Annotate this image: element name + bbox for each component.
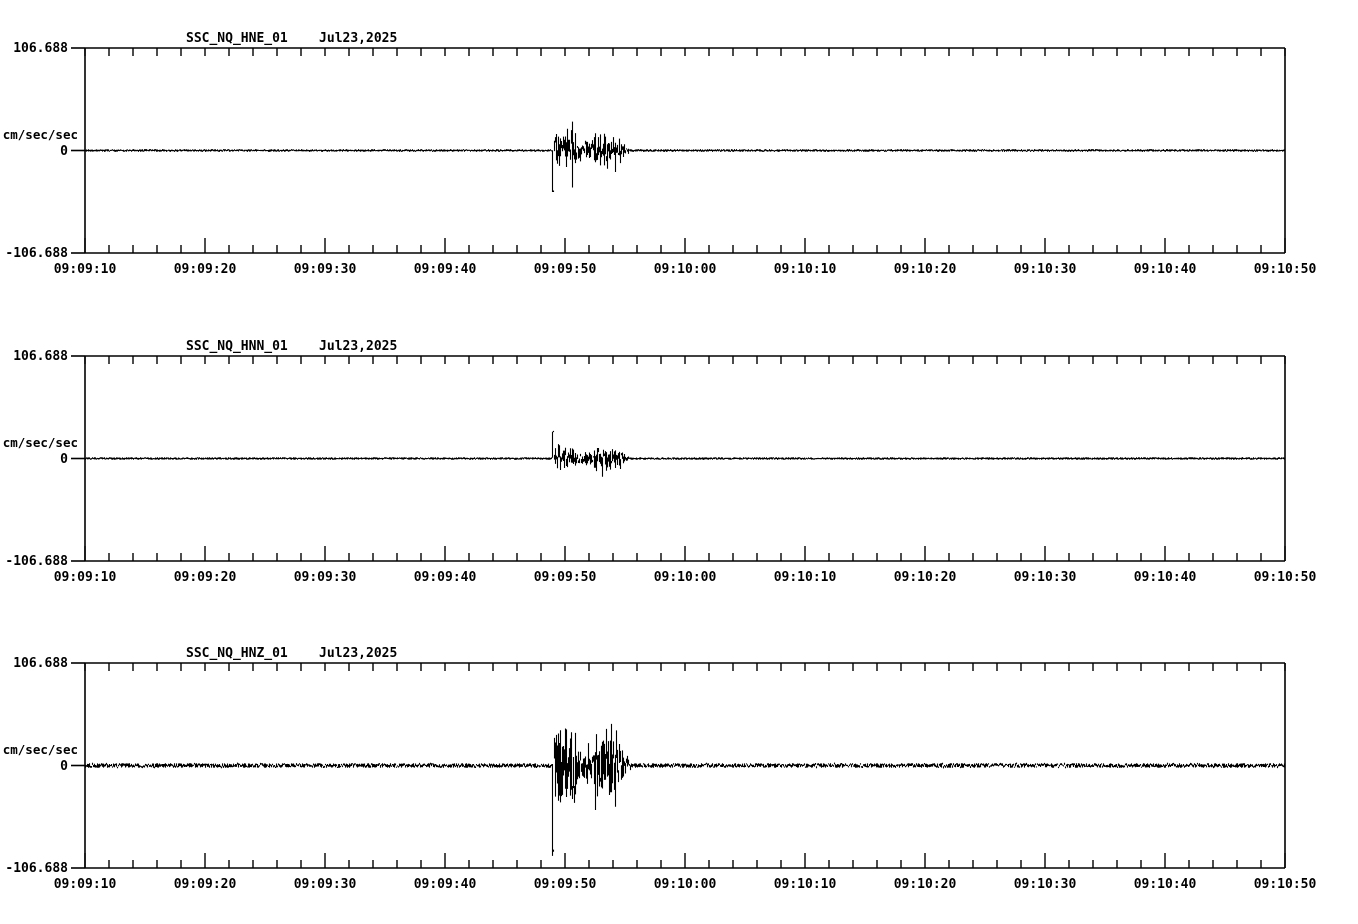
y-axis-max-label: 106.688 [13, 349, 68, 364]
x-axis-tick-label: 09:10:40 [1133, 570, 1197, 585]
x-axis-tick-label: 09:09:30 [293, 262, 357, 277]
x-axis-tick-label: 09:09:30 [293, 570, 357, 585]
x-axis-tick-label: 09:10:00 [653, 877, 717, 892]
waveform-trace [84, 430, 1286, 477]
x-axis-tick-label: 09:09:20 [173, 877, 237, 892]
y-axis-unit-label: cm/sec/sec [2, 434, 78, 450]
panel-title: SSC_NQ_HNN_01 Jul23,2025 [186, 339, 398, 354]
x-axis-tick-label: 09:10:30 [1013, 877, 1077, 892]
panel-plot-area [71, 662, 1286, 869]
x-axis-tick-label: 09:10:40 [1133, 877, 1197, 892]
x-axis-tick-label: 09:09:40 [413, 262, 477, 277]
x-axis-tick-label: 09:10:50 [1253, 570, 1317, 585]
seismogram-panel: SSC_NQ_HNN_01 Jul23,2025 106.688 cm/sec/se… [0, 339, 1358, 585]
x-axis-tick-label: 09:09:50 [533, 877, 597, 892]
panel-plot-area [71, 47, 1286, 254]
x-axis-tick-label: 09:10:20 [893, 262, 957, 277]
seismogram-panel: SSC_NQ_HNZ_01 Jul23,2025 106.688 cm/sec/se… [0, 646, 1358, 892]
x-axis-tick-label: 09:09:40 [413, 877, 477, 892]
x-axis-tick-label: 09:09:50 [533, 570, 597, 585]
y-axis-zero-label: 0 [60, 758, 68, 774]
x-axis-tick-label: 09:09:10 [53, 262, 117, 277]
y-axis-min-label: -106.688 [5, 861, 68, 876]
y-axis-min-label: -106.688 [5, 554, 68, 569]
y-axis-zero-label: 0 [60, 451, 68, 467]
axis-ticks [71, 355, 1286, 562]
x-axis-tick-label: 09:10:10 [773, 262, 837, 277]
x-axis-tick-label: 09:10:50 [1253, 877, 1317, 892]
x-axis-tick-label: 09:09:20 [173, 570, 237, 585]
panel-title: SSC_NQ_HNZ_01 Jul23,2025 [186, 646, 398, 661]
x-axis-tick-label: 09:09:30 [293, 877, 357, 892]
y-axis-zero-label: 0 [60, 143, 68, 159]
panel-plot-area [71, 355, 1286, 562]
x-axis-tick-label: 09:10:30 [1013, 570, 1077, 585]
x-axis-tick-label: 09:10:20 [893, 877, 957, 892]
x-axis-tick-label: 09:10:50 [1253, 262, 1317, 277]
panel-title: SSC_NQ_HNE_01 Jul23,2025 [186, 31, 398, 46]
x-axis-tick-label: 09:10:40 [1133, 262, 1197, 277]
x-axis-tick-label: 09:10:00 [653, 570, 717, 585]
y-axis-unit-label: cm/sec/sec [2, 741, 78, 757]
y-axis-max-label: 106.688 [13, 656, 68, 671]
x-axis-tick-label: 09:09:10 [53, 570, 117, 585]
seismogram-panel: SSC_NQ_HNE_01 Jul23,2025 106.688 cm/sec/se… [0, 31, 1358, 277]
x-axis-tick-label: 09:10:10 [773, 570, 837, 585]
x-axis-tick-label: 09:09:10 [53, 877, 117, 892]
x-axis-tick-label: 09:10:10 [773, 877, 837, 892]
x-axis-tick-label: 09:10:00 [653, 262, 717, 277]
axis-ticks [71, 47, 1286, 254]
x-axis-tick-label: 09:10:20 [893, 570, 957, 585]
y-axis-max-label: 106.688 [13, 41, 68, 56]
waveform-trace [84, 121, 1286, 192]
x-axis-tick-label: 09:10:30 [1013, 262, 1077, 277]
x-axis-tick-label: 09:09:20 [173, 262, 237, 277]
x-axis-tick-label: 09:09:50 [533, 262, 597, 277]
axis-ticks [71, 662, 1286, 869]
y-axis-min-label: -106.688 [5, 246, 68, 261]
y-axis-unit-label: cm/sec/sec [2, 126, 78, 142]
waveform-trace [84, 723, 1286, 856]
x-axis-tick-label: 09:09:40 [413, 570, 477, 585]
